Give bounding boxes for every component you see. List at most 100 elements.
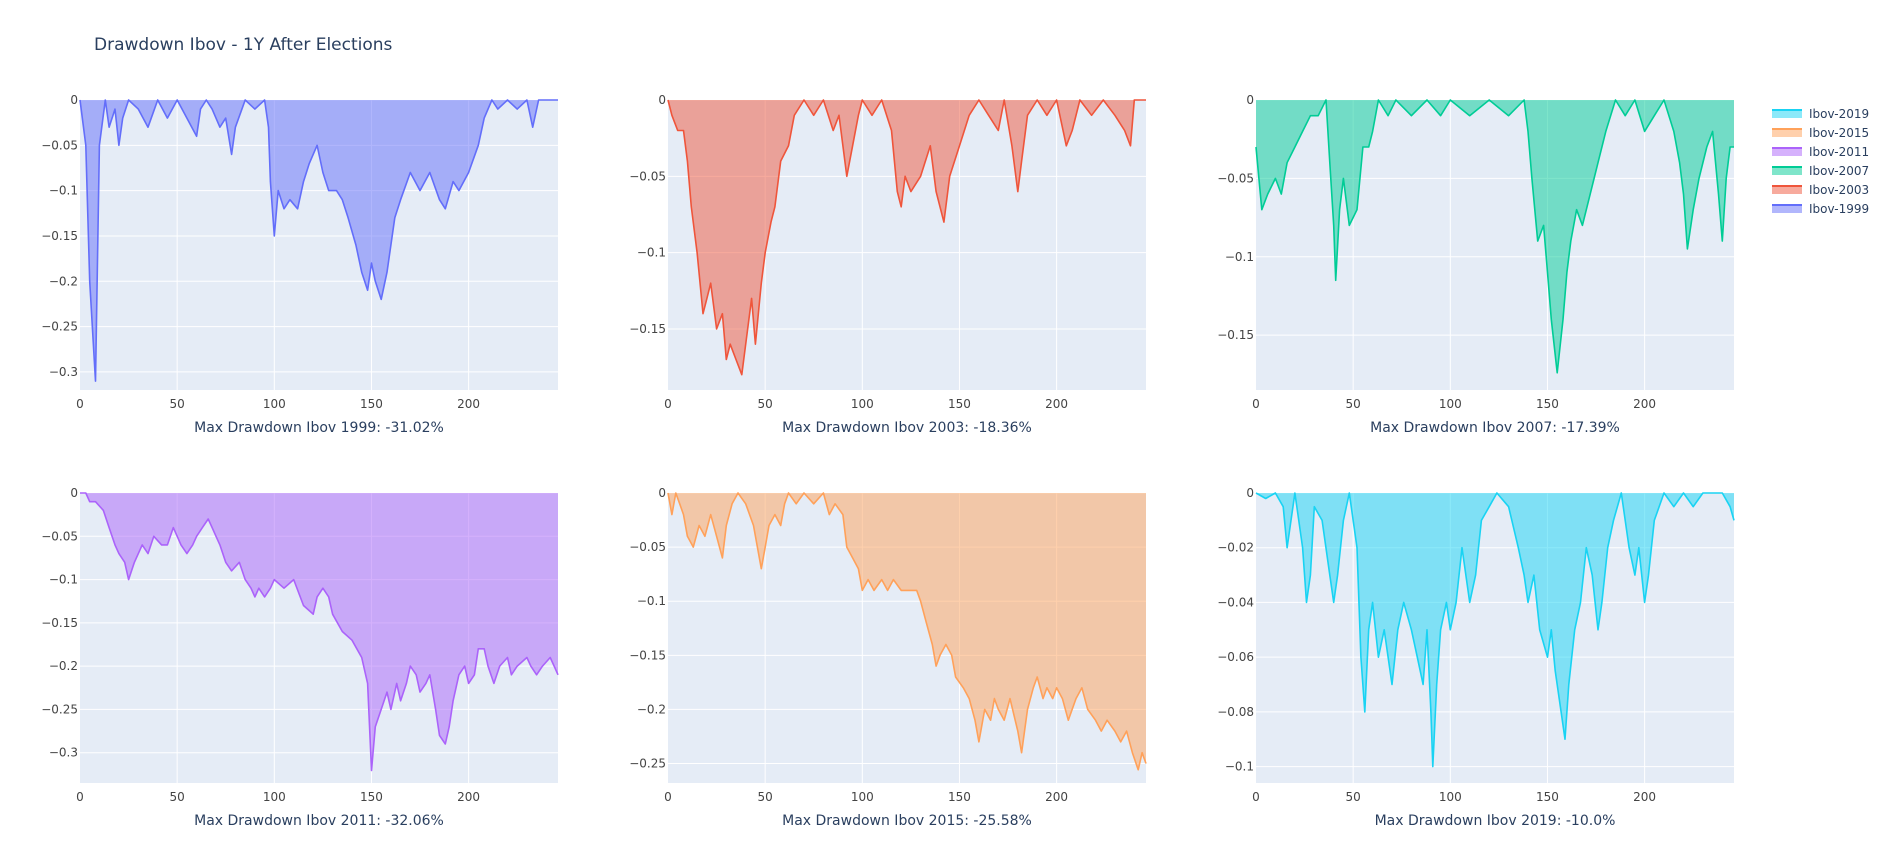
y-tick-label: −0.02 (1217, 541, 1254, 555)
x-tick-label: 200 (1045, 790, 1068, 804)
x-tick-label: 150 (360, 397, 383, 411)
x-tick-label: 0 (76, 790, 84, 804)
legend-item-ibov-2015[interactable]: Ibov-2015 (1772, 126, 1869, 140)
y-tick-label: −0.05 (41, 138, 78, 152)
y-tick-label: −0.04 (1217, 595, 1254, 609)
legend-swatch (1772, 186, 1802, 194)
y-tick-label: −0.05 (41, 529, 78, 543)
subplot-ibov-2007: 0 50 100 150 200 0 −0.05 −0.1 −0.15 Max Drawdown … (1217, 93, 1734, 436)
x-axis-title: Max Drawdown Ibov 2015: -25.58% (782, 813, 1032, 829)
y-tick-label: −0.08 (1217, 705, 1254, 719)
x-tick-label: 200 (457, 790, 480, 804)
y-tick-label: −0.1 (1225, 760, 1254, 774)
legend-swatch (1772, 129, 1802, 137)
x-tick-label: 50 (1346, 790, 1361, 804)
x-axis-title: Max Drawdown Ibov 2019: -10.0% (1375, 813, 1616, 829)
y-tick-label: −0.3 (49, 746, 78, 760)
legend-label: Ibov-2015 (1809, 126, 1869, 140)
y-tick-label: 0 (658, 486, 666, 500)
x-axis-title: Max Drawdown Ibov 2011: -32.06% (194, 813, 444, 829)
x-tick-label: 200 (1633, 397, 1656, 411)
legend-label: Ibov-2007 (1809, 164, 1869, 178)
x-tick-label: 150 (948, 790, 971, 804)
subplot-ibov-2015: 0 50 100 150 200 0 −0.05 −0.1 −0.15 −0.2 −0.25 Max … (629, 486, 1147, 829)
y-tick-label: −0.25 (41, 702, 78, 716)
y-tick-label: −0.2 (49, 659, 78, 673)
chart-title: Drawdown Ibov - 1Y After Elections (94, 35, 393, 55)
x-axis-title: Max Drawdown Ibov 2007: -17.39% (1370, 420, 1620, 436)
y-tick-label: −0.1 (637, 246, 666, 260)
y-tick-label: −0.25 (41, 320, 78, 334)
y-tick-label: −0.2 (637, 702, 666, 716)
y-tick-label: −0.06 (1217, 650, 1254, 664)
x-tick-label: 200 (1045, 397, 1068, 411)
legend-item-ibov-1999[interactable]: Ibov-1999 (1772, 202, 1869, 216)
subplot-ibov-1999: 0 50 100 150 200 0 −0.05 −0.1 −0.15 −0.2 −0.25 −0.3… (41, 93, 558, 436)
y-tick-label: −0.05 (629, 169, 666, 183)
y-tick-label: −0.05 (629, 540, 666, 554)
x-tick-label: 100 (851, 790, 874, 804)
y-tick-label: −0.1 (637, 594, 666, 608)
legend-item-ibov-2003[interactable]: Ibov-2003 (1772, 183, 1869, 197)
drawdown-area (80, 100, 558, 382)
x-tick-label: 50 (758, 790, 773, 804)
drawdown-line[interactable] (1255, 99, 1734, 374)
x-tick-label: 100 (851, 397, 874, 411)
x-tick-label: 0 (664, 397, 672, 411)
plot-area (1256, 100, 1734, 390)
x-tick-label: 100 (263, 790, 286, 804)
x-tick-label: 150 (360, 790, 383, 804)
drawdown-area (668, 100, 1146, 375)
x-tick-label: 150 (948, 397, 971, 411)
legend-label: Ibov-2019 (1809, 107, 1869, 121)
x-tick-label: 200 (1633, 790, 1656, 804)
legend-swatch (1772, 167, 1802, 175)
legend-swatch (1772, 205, 1802, 213)
legend-item-ibov-2007[interactable]: Ibov-2007 (1772, 164, 1869, 178)
legend-swatch (1772, 110, 1802, 118)
y-tick-label: −0.25 (629, 757, 666, 771)
drawdown-line[interactable] (79, 99, 558, 382)
drawdown-line[interactable] (667, 492, 1147, 771)
subplot-ibov-2019: 0 50 100 150 200 0 −0.02 −0.04 −0.06 −0.08 −0.1 Max… (1217, 486, 1735, 829)
y-tick-label: −0.2 (49, 274, 78, 288)
y-tick-label: −0.15 (1217, 328, 1254, 342)
y-tick-label: −0.15 (41, 229, 78, 243)
y-tick-label: 0 (1246, 93, 1254, 107)
y-tick-label: −0.1 (1225, 250, 1254, 264)
x-tick-label: 100 (1439, 790, 1462, 804)
subplot-ibov-2011: 0 50 100 150 200 0 −0.05 −0.1 −0.15 −0.2 −0.25 −0.3… (41, 486, 559, 829)
y-tick-label: −0.15 (629, 322, 666, 336)
x-tick-label: 50 (758, 397, 773, 411)
x-tick-label: 0 (1252, 790, 1260, 804)
x-tick-label: 150 (1536, 790, 1559, 804)
drawdown-line[interactable] (80, 492, 559, 772)
drawdown-line[interactable] (667, 99, 1146, 376)
legend-item-ibov-2019[interactable]: Ibov-2019 (1772, 107, 1869, 121)
y-tick-label: 0 (70, 486, 78, 500)
y-tick-label: −0.3 (49, 365, 78, 379)
drawdown-line[interactable] (1255, 492, 1735, 768)
y-tick-label: −0.15 (629, 648, 666, 662)
x-tick-label: 150 (1536, 397, 1559, 411)
drawdown-area (668, 493, 1146, 770)
legend-swatch (1772, 148, 1802, 156)
y-tick-label: 0 (70, 93, 78, 107)
y-tick-label: −0.1 (49, 573, 78, 587)
x-tick-label: 50 (170, 790, 185, 804)
y-tick-label: 0 (1246, 486, 1254, 500)
x-tick-label: 0 (76, 397, 84, 411)
x-tick-label: 100 (263, 397, 286, 411)
x-axis-title: Max Drawdown Ibov 1999: -31.02% (194, 420, 444, 436)
y-tick-label: −0.1 (49, 184, 78, 198)
x-tick-label: 100 (1439, 397, 1462, 411)
legend-item-ibov-2011[interactable]: Ibov-2011 (1772, 145, 1869, 159)
x-tick-label: 0 (664, 790, 672, 804)
y-tick-label: 0 (658, 93, 666, 107)
subplot-grid: 0 50 100 150 200 0 −0.05 −0.1 −0.15 −0.2 −0.25 −0.3… (41, 93, 1735, 829)
legend-label: Ibov-2003 (1809, 183, 1869, 197)
x-axis-title: Max Drawdown Ibov 2003: -18.36% (782, 420, 1032, 436)
x-tick-label: 50 (170, 397, 185, 411)
legend[interactable]: Ibov-2019 Ibov-2015 Ibov-2011 Ibov-2007 Ibov… (1772, 107, 1869, 216)
